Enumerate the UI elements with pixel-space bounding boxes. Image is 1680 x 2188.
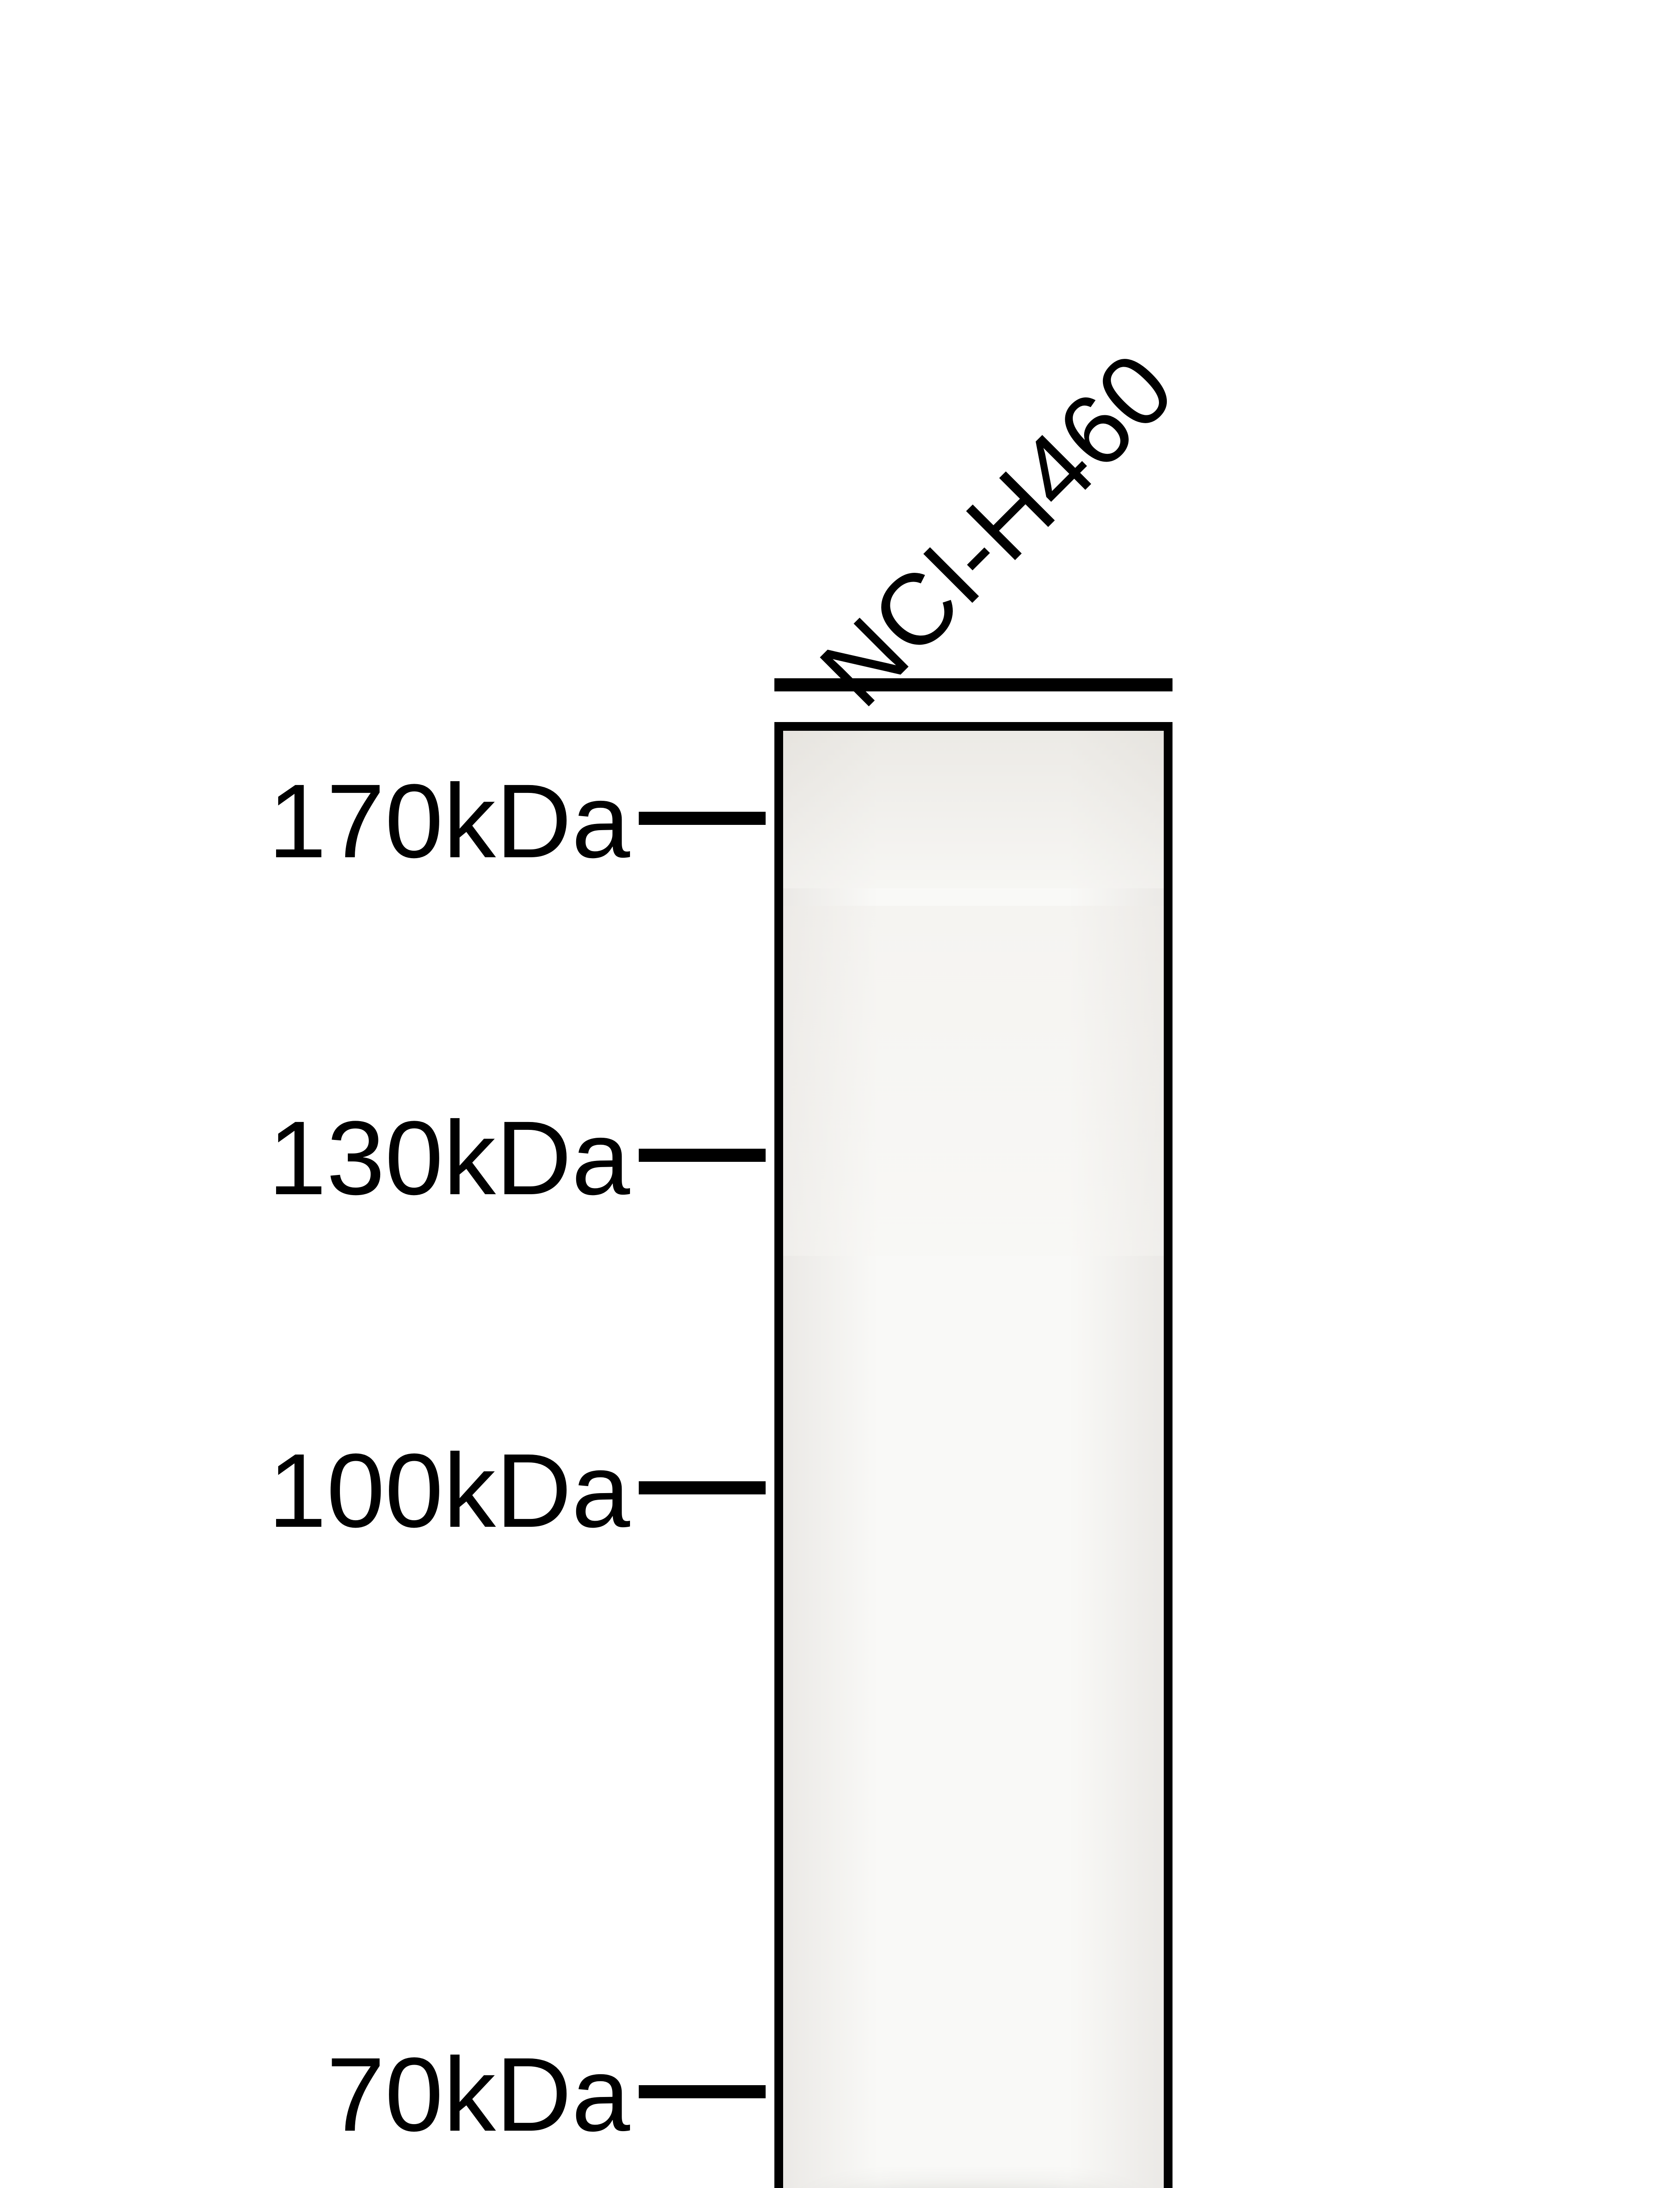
lane-label: NCI-H460 [798, 330, 1196, 729]
mw-marker-tick [639, 2085, 766, 2098]
blot-lane [774, 722, 1172, 2188]
western-blot-figure: NCI-H460 KRT3 170kDa130kDa100kDa70kDa55k… [0, 0, 1680, 2188]
lane-smear [783, 731, 1164, 888]
mw-marker-label: 170kDa [105, 761, 630, 881]
mw-marker-label: 70kDa [105, 2034, 630, 2155]
lane-underline [774, 678, 1172, 691]
mw-marker-tick [639, 812, 766, 825]
mw-marker-tick [639, 1149, 766, 1162]
mw-marker-tick [639, 1481, 766, 1494]
mw-marker-label: 100kDa [105, 1430, 630, 1551]
mw-marker-label: 130kDa [105, 1098, 630, 1218]
lane-smear [783, 906, 1164, 1256]
